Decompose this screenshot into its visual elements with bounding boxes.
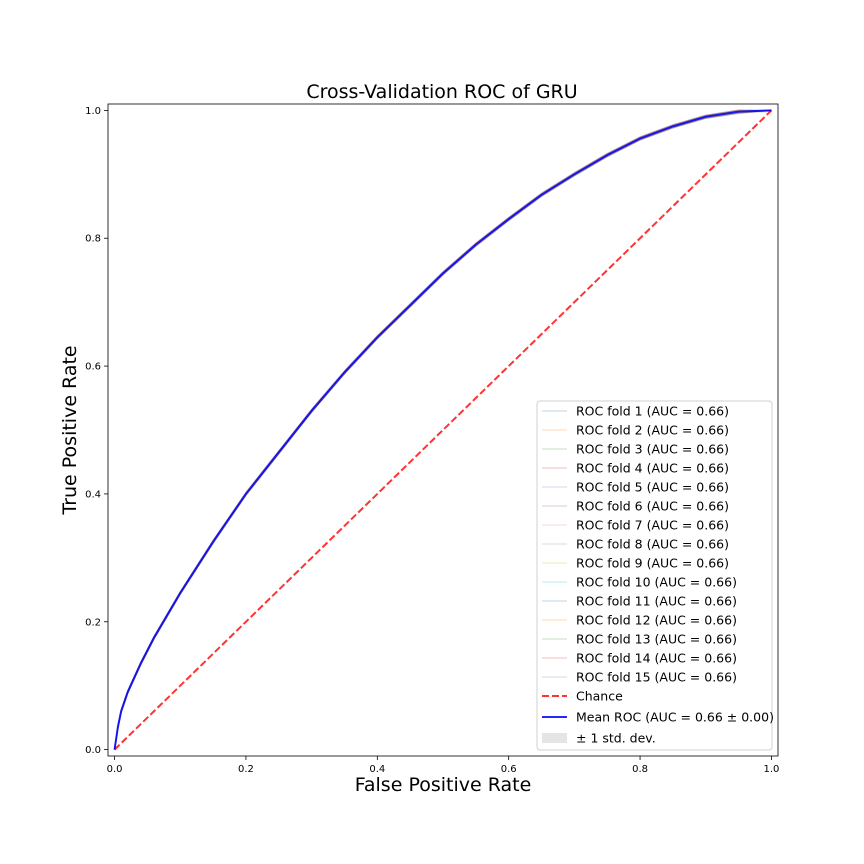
legend-label-fold: ROC fold 13 (AUC = 0.66) <box>576 632 737 647</box>
x-axis-ticks: 0.0 0.2 0.4 0.6 0.8 1.0 <box>107 756 779 775</box>
legend-label-fold: ROC fold 1 (AUC = 0.66) <box>576 404 729 419</box>
legend-box <box>536 400 773 751</box>
x-tick-label: 0.6 <box>501 764 517 775</box>
y-tick-label: 0.0 <box>85 745 101 756</box>
chart-marks <box>113 109 773 751</box>
y-tick-label: 0.2 <box>85 617 101 628</box>
legend-label-fold: ROC fold 5 (AUC = 0.66) <box>576 480 729 495</box>
x-tick-label: 0.4 <box>369 764 385 775</box>
y-tick-label: 0.6 <box>85 362 101 373</box>
y-axis-ticks: 0.0 0.2 0.4 0.6 0.8 1.0 <box>85 106 108 756</box>
legend-label-fold: ROC fold 6 (AUC = 0.66) <box>576 499 729 514</box>
legend-label-fold: ROC fold 2 (AUC = 0.66) <box>576 423 729 438</box>
x-tick-label: 0.2 <box>238 764 254 775</box>
x-tick-label: 0.0 <box>107 764 123 775</box>
mean-roc-curve <box>113 109 772 750</box>
x-tick-label: 1.0 <box>763 764 779 775</box>
y-tick-label: 0.4 <box>85 489 101 500</box>
legend-label-fold: ROC fold 10 (AUC = 0.66) <box>576 575 737 590</box>
legend-swatch-std <box>542 733 567 743</box>
legend-label-fold: ROC fold 12 (AUC = 0.66) <box>576 613 737 628</box>
y-tick-label: 1.0 <box>85 106 101 117</box>
legend-label-fold: ROC fold 4 (AUC = 0.66) <box>576 461 729 476</box>
legend-label-std: ± 1 std. dev. <box>576 731 656 746</box>
legend-label-mean: Mean ROC (AUC = 0.66 ± 0.00) <box>576 710 774 725</box>
chart-title: Cross-Validation ROC of GRU <box>306 81 577 103</box>
legend-label-fold: ROC fold 11 (AUC = 0.66) <box>576 594 737 609</box>
legend-label-fold: ROC fold 15 (AUC = 0.66) <box>576 670 737 685</box>
x-tick-label: 0.8 <box>632 764 648 775</box>
y-tick-label: 0.8 <box>85 234 101 245</box>
chance-line <box>113 109 773 751</box>
legend: ROC fold 1 (AUC = 0.66) ROC fold 2 (AUC =… <box>536 400 774 751</box>
legend-label-fold: ROC fold 14 (AUC = 0.66) <box>576 651 737 666</box>
legend-label-fold: ROC fold 9 (AUC = 0.66) <box>576 556 729 571</box>
plot-frame <box>107 103 779 757</box>
y-axis-label: True Positive Rate <box>59 345 81 515</box>
x-axis-label: False Positive Rate <box>355 774 532 796</box>
legend-label-fold: ROC fold 3 (AUC = 0.66) <box>576 442 729 457</box>
legend-label-chance: Chance <box>576 689 623 704</box>
legend-label-fold: ROC fold 8 (AUC = 0.66) <box>576 537 729 552</box>
legend-label-fold: ROC fold 7 (AUC = 0.66) <box>576 518 729 533</box>
